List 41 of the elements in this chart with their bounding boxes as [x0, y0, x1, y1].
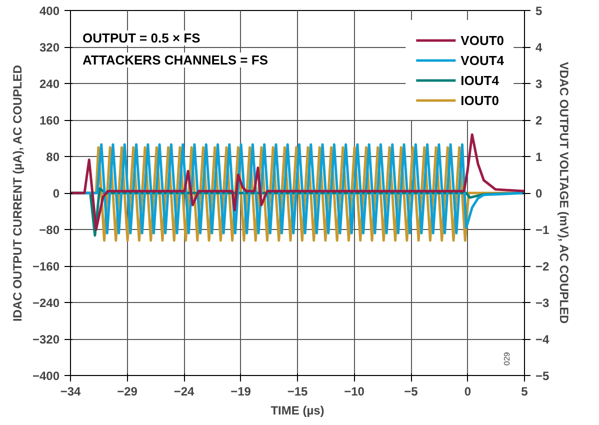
x-tick-label: −34 — [60, 384, 82, 398]
x-tick-label: −24 — [174, 384, 195, 398]
y2-tick-label: −4 — [536, 332, 550, 346]
y2-tick-label: −5 — [536, 369, 550, 383]
y-axis-title: IDAC OUTPUT CURRENT (µA), AC COUPLED — [10, 64, 24, 322]
annotation: 029 — [502, 352, 512, 366]
y-tick-label: −400 — [32, 369, 60, 383]
y-tick-label: 0 — [52, 186, 60, 200]
annotation: ATTACKERS CHANNELS = FS — [82, 52, 268, 68]
x-tick-label: −29 — [117, 384, 138, 398]
y2-tick-label: −1 — [536, 223, 550, 237]
y2-tick-label: −3 — [536, 296, 550, 310]
annotation: OUTPUT = 0.5 × FS — [82, 30, 201, 46]
legend-label: VOUT4 — [460, 52, 504, 68]
x-tick-label: 0 — [464, 384, 472, 398]
y2-tick-label: 0 — [536, 186, 542, 200]
y-tick-label: 320 — [39, 40, 60, 54]
y2-tick-label: −2 — [536, 260, 550, 274]
y-tick-label: 160 — [39, 114, 60, 128]
y-tick-label: 240 — [39, 77, 60, 91]
x-tick-label: −5 — [404, 384, 418, 398]
y-tick-label: −240 — [32, 296, 60, 310]
y-tick-label: 80 — [46, 150, 60, 164]
legend-label: IOUT4 — [460, 72, 499, 88]
x-tick-label: 5 — [521, 384, 528, 398]
y2-tick-label: 2 — [536, 114, 542, 128]
x-tick-label: −15 — [287, 384, 308, 398]
x-tick-label: −19 — [230, 384, 252, 398]
y-tick-label: −160 — [32, 260, 60, 274]
y2-tick-label: 4 — [536, 40, 542, 54]
y2-tick-label: 1 — [536, 150, 542, 164]
x-tick-label: −10 — [344, 384, 365, 398]
y-tick-label: 400 — [39, 4, 60, 18]
y2-axis-title: VDAC OUTPUT VOLTAGE (mV), AC COUPLED — [557, 62, 572, 324]
y2-tick-label: 5 — [536, 4, 542, 18]
y2-tick-label: 3 — [536, 77, 542, 91]
y-tick-label: −80 — [39, 223, 60, 237]
legend-label: VOUT0 — [460, 32, 504, 48]
y-tick-label: −320 — [32, 332, 60, 346]
legend-label: IOUT0 — [460, 92, 499, 108]
x-axis-title: TIME (µs) — [270, 404, 324, 418]
